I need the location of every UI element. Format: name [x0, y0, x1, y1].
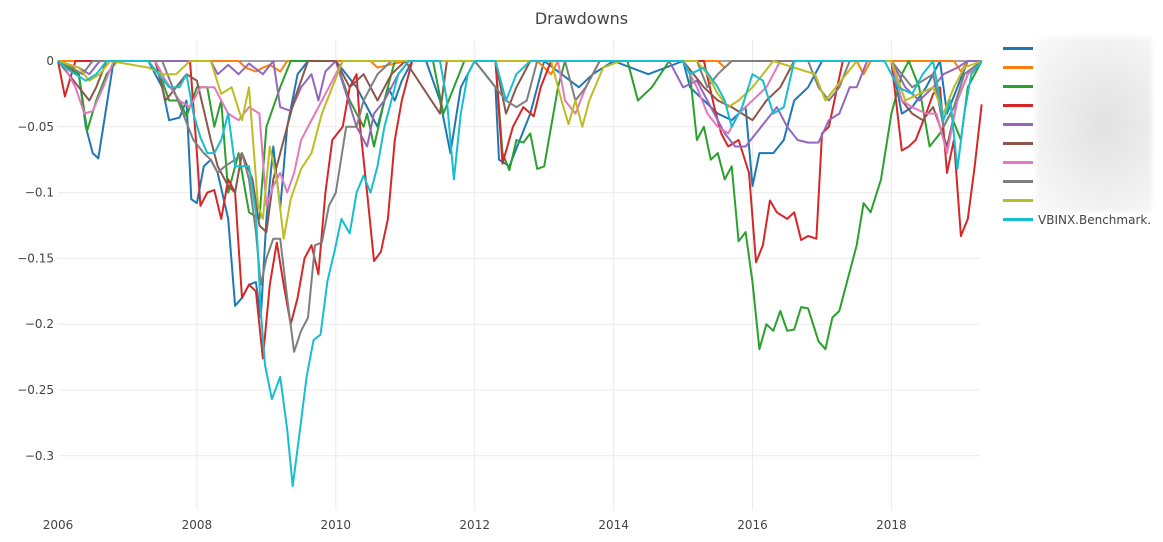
- gridlines: [58, 40, 980, 510]
- legend-swatch: [1003, 161, 1033, 164]
- legend-item-4[interactable]: [1000, 96, 1163, 115]
- legend-swatch: [1003, 104, 1033, 107]
- legend-swatch: [1003, 66, 1033, 69]
- x-tick-label: 2010: [321, 518, 352, 532]
- legend-item-8[interactable]: [1000, 172, 1163, 191]
- x-tick-label: 2006: [43, 518, 74, 532]
- y-tick-label: −0.1: [25, 186, 54, 200]
- legend-item-1[interactable]: [1000, 39, 1163, 58]
- x-tick-label: 2014: [598, 518, 629, 532]
- legend-item-6[interactable]: [1000, 134, 1163, 153]
- legend-item-3[interactable]: [1000, 77, 1163, 96]
- y-axis-ticks: 0 −0.05 −0.1 −0.15 −0.2 −0.25 −0.3: [17, 54, 54, 463]
- legend-item-5[interactable]: [1000, 115, 1163, 134]
- legend-item-2[interactable]: [1000, 58, 1163, 77]
- x-tick-label: 2012: [459, 518, 490, 532]
- legend-redacted-labels: [1036, 37, 1152, 212]
- legend-swatch: [1003, 180, 1033, 183]
- legend-item-7[interactable]: [1000, 153, 1163, 172]
- y-tick-label: −0.2: [25, 317, 54, 331]
- y-tick-label: −0.3: [25, 449, 54, 463]
- legend-swatch: [1003, 123, 1033, 126]
- y-tick-label: −0.25: [17, 383, 54, 397]
- series-line-9[interactable]: [57, 60, 983, 240]
- legend-label: VBINX.Benchmark.: [1038, 212, 1152, 227]
- legend-swatch: [1003, 218, 1033, 221]
- y-tick-label: 0: [46, 54, 54, 68]
- legend-swatch: [1003, 199, 1033, 202]
- x-axis-ticks: 2006 2008 2010 2012 2014 2016 2018: [43, 518, 907, 532]
- series-line-5[interactable]: [57, 60, 982, 148]
- series-lines: [57, 60, 983, 488]
- series-line-10[interactable]: [57, 60, 983, 488]
- x-tick-label: 2016: [737, 518, 768, 532]
- y-tick-label: −0.05: [17, 120, 54, 134]
- plot-area[interactable]: 0 −0.05 −0.1 −0.15 −0.2 −0.25 −0.3 2006 2008 201…: [0, 0, 1000, 542]
- series-line-1[interactable]: [57, 60, 982, 319]
- legend-item-9[interactable]: [1000, 191, 1163, 210]
- chart-title: Drawdowns: [534, 9, 629, 28]
- x-tick-label: 2018: [876, 518, 907, 532]
- legend-swatch: [1003, 142, 1033, 145]
- legend: VBINX.Benchmark.: [1000, 39, 1163, 229]
- legend-item-10[interactable]: VBINX.Benchmark.: [1000, 210, 1163, 229]
- y-tick-label: −0.15: [17, 251, 54, 265]
- x-tick-label: 2008: [182, 518, 213, 532]
- legend-swatch: [1003, 47, 1033, 50]
- series-line-8[interactable]: [57, 60, 983, 353]
- legend-swatch: [1003, 85, 1033, 88]
